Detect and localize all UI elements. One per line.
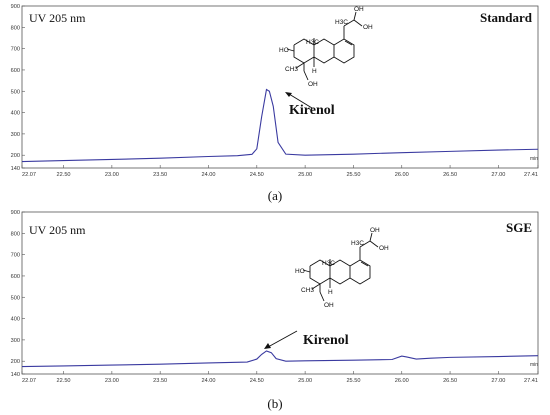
x-tick-label: 27.41 bbox=[524, 172, 538, 178]
detector-label: UV 205 nm bbox=[29, 11, 86, 25]
y-tick-label: 200 bbox=[11, 359, 20, 365]
plot-frame bbox=[21, 5, 539, 169]
x-tick-label: 25.50 bbox=[346, 378, 360, 384]
y-tick-label: 200 bbox=[11, 153, 20, 159]
panel-caption: (a) bbox=[268, 188, 282, 203]
structure-label: H bbox=[312, 68, 317, 75]
y-tick-label: 700 bbox=[11, 253, 20, 259]
y-axis-ticks: 900 800 700 600 500 400 300 200 140 bbox=[11, 210, 25, 378]
x-tick-label: 23.50 bbox=[153, 378, 167, 384]
y-tick-label: 140 bbox=[11, 166, 20, 172]
x-tick-label: 26.00 bbox=[395, 172, 409, 178]
y-tick-label: 400 bbox=[11, 317, 20, 323]
sample-label: Standard bbox=[480, 10, 533, 25]
y-tick-label: 800 bbox=[11, 231, 20, 237]
chart-panel-b: 900 800 700 600 500 400 300 200 140 22.07 22.50 23… bbox=[11, 210, 539, 411]
chart-panel-a: 900 800 700 600 500 400 300 200 140 22.07 22.50 23… bbox=[11, 4, 539, 203]
peak-label: Kirenol bbox=[303, 333, 349, 348]
y-axis-ticks: 900 800 700 600 500 400 300 200 140 bbox=[11, 4, 25, 172]
peak-arrow bbox=[264, 330, 298, 349]
x-tick-label: 22.07 bbox=[22, 172, 36, 178]
x-tick-label: 27.00 bbox=[491, 172, 505, 178]
structure-label: OH bbox=[363, 24, 373, 31]
structure-label: OH bbox=[379, 245, 389, 252]
x-tick-label: 26.50 bbox=[443, 172, 457, 178]
x-axis-ticks: 22.07 22.50 23.00 23.50 24.00 24.50 25.00 25.50… bbox=[21, 165, 539, 178]
y-tick-label: 800 bbox=[11, 25, 20, 31]
panel-caption: (b) bbox=[267, 396, 282, 411]
plot-frame bbox=[21, 211, 539, 375]
structure-label: HO bbox=[295, 268, 305, 275]
structure-label: CH3 bbox=[285, 66, 298, 73]
detector-label: UV 205 nm bbox=[29, 223, 86, 237]
x-tick-label: 24.00 bbox=[201, 172, 215, 178]
y-tick-label: 500 bbox=[11, 89, 20, 95]
y-tick-label: 140 bbox=[11, 372, 20, 378]
structure-label: H3C bbox=[351, 240, 364, 247]
x-tick-label: 24.50 bbox=[250, 378, 264, 384]
structure-label: H3C bbox=[306, 39, 319, 46]
structure-label: H3C bbox=[322, 260, 335, 267]
x-tick-label: 22.50 bbox=[57, 378, 71, 384]
structure-label: H bbox=[328, 289, 333, 296]
chromatogram-trace bbox=[21, 350, 539, 368]
structure-label: H3C bbox=[335, 19, 348, 26]
y-tick-label: 900 bbox=[11, 4, 20, 10]
structure-label: HO bbox=[279, 47, 289, 54]
y-tick-label: 700 bbox=[11, 47, 20, 53]
x-unit-label: min bbox=[530, 156, 538, 162]
x-tick-label: 23.00 bbox=[105, 172, 119, 178]
kirenol-structure: HO H3C OH OH H3C H CH3 OH bbox=[279, 6, 373, 88]
peak-arrow bbox=[285, 92, 313, 109]
x-tick-label: 25.50 bbox=[346, 172, 360, 178]
structure-label: OH bbox=[324, 302, 334, 309]
structure-label: OH bbox=[370, 227, 380, 234]
x-axis-ticks: 22.07 22.50 23.00 23.50 24.00 24.50 25.00 25.50… bbox=[21, 371, 539, 384]
x-tick-label: 23.00 bbox=[105, 378, 119, 384]
x-tick-label: 26.50 bbox=[443, 378, 457, 384]
y-tick-label: 600 bbox=[11, 274, 20, 280]
x-tick-label: 27.00 bbox=[491, 378, 505, 384]
structure-label: OH bbox=[308, 81, 318, 88]
x-tick-label: 27.41 bbox=[524, 378, 538, 384]
x-tick-label: 24.50 bbox=[250, 172, 264, 178]
y-tick-label: 300 bbox=[11, 338, 20, 344]
y-tick-label: 300 bbox=[11, 132, 20, 138]
x-tick-label: 25.00 bbox=[298, 378, 312, 384]
y-tick-label: 500 bbox=[11, 295, 20, 301]
x-tick-label: 26.00 bbox=[395, 378, 409, 384]
y-tick-label: 900 bbox=[11, 210, 20, 216]
kirenol-structure: HO H3C OH OH H3C H CH3 OH bbox=[295, 227, 389, 309]
chromatogram-trace bbox=[21, 88, 539, 163]
y-tick-label: 600 bbox=[11, 68, 20, 74]
x-tick-label: 23.50 bbox=[153, 172, 167, 178]
x-unit-label: min bbox=[530, 362, 538, 368]
sample-label: SGE bbox=[506, 220, 532, 235]
peak-label: Kirenol bbox=[289, 103, 335, 118]
x-tick-label: 24.00 bbox=[201, 378, 215, 384]
x-tick-label: 22.50 bbox=[57, 172, 71, 178]
structure-label: CH3 bbox=[301, 287, 314, 294]
y-tick-label: 400 bbox=[11, 111, 20, 117]
x-tick-label: 22.07 bbox=[22, 378, 36, 384]
structure-label: OH bbox=[354, 6, 364, 13]
x-tick-label: 25.00 bbox=[298, 172, 312, 178]
